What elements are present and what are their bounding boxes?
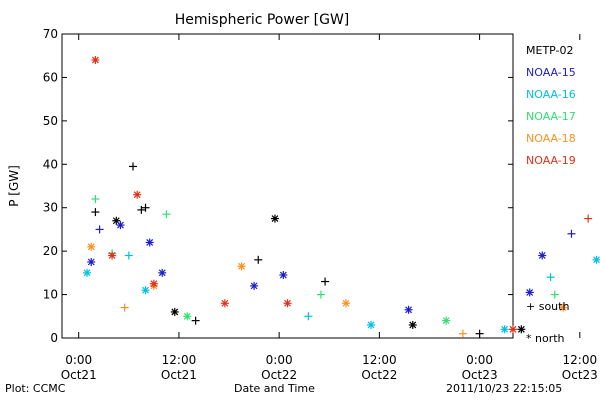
y-tick-label: 40 (43, 157, 58, 171)
data-point-metp-02 (321, 277, 330, 286)
x-tick-label-time: 0:00 (266, 353, 293, 367)
data-point-noaa-19 (220, 299, 229, 308)
data-point-noaa-16 (141, 286, 150, 295)
y-axis-label: P [GW] (7, 165, 21, 207)
plot-timestamp: 2011/10/23 22:15:05 (446, 382, 563, 395)
x-tick-label-date: Oct22 (261, 368, 297, 382)
legend-item-noaa-17: NOAA-17 (526, 110, 576, 123)
data-point-metp-02 (137, 205, 146, 214)
data-point-metp-02 (517, 325, 526, 334)
data-point-noaa-19 (108, 251, 117, 260)
data-point-noaa-18 (341, 299, 350, 308)
data-point-noaa-15 (95, 225, 104, 234)
data-point-noaa-19 (283, 299, 292, 308)
data-point-noaa-19 (133, 190, 142, 199)
chart-title: Hemispheric Power [GW] (174, 12, 350, 28)
data-point-noaa-19 (584, 214, 593, 223)
y-tick-label: 20 (43, 244, 58, 258)
data-point-noaa-16 (546, 273, 555, 282)
data-point-metp-02 (91, 208, 100, 217)
data-point-noaa-18 (559, 303, 568, 312)
plot-credit: Plot: CCMC (5, 382, 66, 395)
x-tick-label-time: 12:00 (563, 353, 598, 367)
south-marker-legend: + south (526, 300, 570, 313)
x-tick-label-time: 12:00 (162, 353, 197, 367)
data-point-noaa-19 (91, 56, 100, 65)
data-point-noaa-15 (250, 281, 259, 290)
data-point-metp-02 (170, 307, 179, 316)
data-point-noaa-17 (91, 195, 100, 204)
data-point-metp-02 (270, 214, 279, 223)
y-tick-label: 60 (43, 70, 58, 84)
data-point-noaa-15 (525, 288, 534, 297)
x-tick-label-time: 0:00 (466, 353, 493, 367)
data-point-noaa-16 (304, 312, 313, 321)
data-point-metp-02 (254, 255, 263, 264)
data-point-noaa-19 (149, 279, 158, 288)
plot-frame (61, 33, 514, 339)
data-point-metp-02 (141, 203, 150, 212)
y-tick-label: 0 (50, 331, 58, 345)
y-tick-label: 50 (43, 114, 58, 128)
data-point-noaa-15 (158, 268, 167, 277)
y-tick-label: 30 (43, 201, 58, 215)
legend-item-noaa-19: NOAA-19 (526, 154, 576, 167)
y-tick-label: 10 (43, 288, 58, 302)
data-point-noaa-18 (237, 262, 246, 271)
data-point-noaa-18 (458, 329, 467, 338)
data-point-noaa-16 (367, 320, 376, 329)
legend-item-noaa-18: NOAA-18 (526, 132, 576, 145)
data-point-noaa-16 (83, 268, 92, 277)
x-tick-label-date: Oct22 (361, 368, 397, 382)
data-point-noaa-16 (592, 255, 600, 264)
x-axis-ticks: 0:00Oct2112:00Oct210:00Oct2212:00Oct220:… (61, 34, 598, 382)
data-point-noaa-15 (145, 238, 154, 247)
data-point-noaa-17 (162, 210, 171, 219)
data-point-metp-02 (128, 162, 137, 171)
data-point-metp-02 (408, 320, 417, 329)
x-tick-label-time: 0:00 (65, 353, 92, 367)
data-point-noaa-16 (124, 251, 133, 260)
y-tick-label: 70 (43, 27, 58, 41)
data-point-noaa-19 (509, 325, 517, 334)
x-tick-label-date: Oct21 (161, 368, 197, 382)
legend-item-metp-02: METP-02 (526, 44, 574, 57)
data-point-noaa-15 (538, 251, 547, 260)
data-point-metp-02 (475, 329, 484, 338)
data-point-noaa-15 (567, 229, 576, 238)
data-point-metp-02 (191, 316, 200, 325)
legend-item-noaa-16: NOAA-16 (526, 88, 576, 101)
y-axis-ticks: 0 10 20 30 40 50 60 70 (43, 27, 513, 345)
data-point-noaa-18 (87, 242, 96, 251)
data-point-noaa-18 (120, 303, 129, 312)
data-point-noaa-15 (87, 258, 96, 266)
x-tick-label-date: Oct23 (462, 368, 498, 382)
x-axis-label: Date and Time (234, 382, 315, 395)
data-point-noaa-15 (116, 221, 125, 230)
x-tick-label-time: 12:00 (362, 353, 397, 367)
x-tick-label-date: Oct21 (61, 368, 97, 382)
data-point-noaa-17 (442, 316, 451, 325)
data-point-noaa-17 (183, 312, 192, 321)
x-tick-label-date: Oct23 (562, 368, 598, 382)
data-point-noaa-17 (316, 290, 325, 299)
north-marker-legend: * north (526, 332, 565, 345)
data-point-noaa-15 (404, 305, 413, 314)
data-points (83, 56, 600, 338)
data-point-noaa-16 (500, 325, 509, 334)
data-point-noaa-17 (550, 290, 559, 299)
data-point-noaa-15 (279, 271, 288, 280)
legend-item-noaa-15: NOAA-15 (526, 66, 576, 79)
